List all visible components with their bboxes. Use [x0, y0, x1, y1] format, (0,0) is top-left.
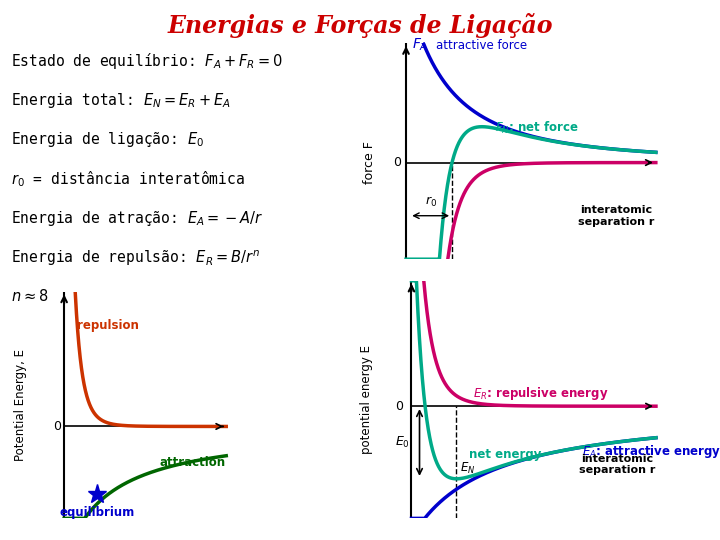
Text: equilibrium: equilibrium: [60, 506, 135, 519]
Text: interatomic
separation r: interatomic separation r: [579, 454, 655, 475]
Text: Energia total: $E_N = E_R+E_A$: Energia total: $E_N = E_R+E_A$: [11, 91, 230, 110]
Text: Energia de ligação: $E_0$: Energia de ligação: $E_0$: [11, 130, 204, 149]
Text: force F: force F: [364, 141, 377, 184]
Text: $n \approx 8$: $n \approx 8$: [11, 288, 48, 304]
Text: $E_A$: attractive energy: $E_A$: attractive energy: [582, 443, 720, 460]
Text: $r_0$ = distância interatômica: $r_0$ = distância interatômica: [11, 170, 245, 189]
Text: $E_R$: repulsive energy: $E_R$: repulsive energy: [472, 384, 608, 402]
Text: attraction: attraction: [160, 456, 226, 469]
Text: Potential Energy, E: Potential Energy, E: [14, 349, 27, 461]
Text: net energy: net energy: [469, 448, 541, 461]
Text: Energia de repulsão: $E_R = B/r^n$: Energia de repulsão: $E_R = B/r^n$: [11, 248, 260, 268]
Text: Estado de equilíbrio: $F_A+F_R = 0$: Estado de equilíbrio: $F_A+F_R = 0$: [11, 51, 283, 71]
Text: Energias e Forças de Ligação: Energias e Forças de Ligação: [167, 14, 553, 38]
Text: $F_A$: $F_A$: [412, 37, 428, 53]
Text: 0: 0: [395, 400, 403, 413]
Text: $E_0$: $E_0$: [395, 435, 410, 450]
Text: $E_N$: $E_N$: [459, 461, 475, 476]
Text: interatomic
separation r: interatomic separation r: [578, 205, 654, 226]
Text: 0: 0: [53, 420, 61, 433]
Text: Energia de atração: $E_A = -A/r$: Energia de atração: $E_A = -A/r$: [11, 209, 264, 228]
Text: 0: 0: [393, 156, 401, 169]
Text: attractive force: attractive force: [436, 39, 527, 52]
Text: $r_0$: $r_0$: [425, 195, 437, 209]
Text: $F_N$: net force: $F_N$: net force: [495, 120, 579, 137]
Text: repulsion: repulsion: [76, 319, 138, 332]
Text: potential energy E: potential energy E: [360, 345, 373, 454]
